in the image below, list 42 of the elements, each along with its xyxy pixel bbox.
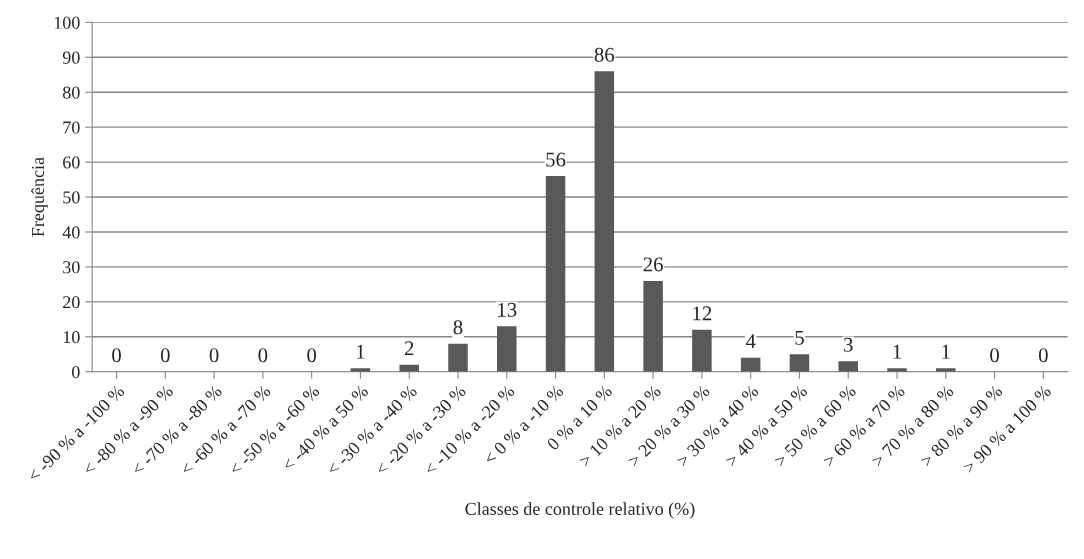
x-axis-title: Classes de controle relativo (%) xyxy=(465,502,695,519)
data-label: 56 xyxy=(546,152,566,167)
y-tick-label: 100 xyxy=(54,16,80,29)
y-tick-label: 80 xyxy=(62,86,80,99)
y-tick-label: 90 xyxy=(62,51,80,64)
data-label: 0 xyxy=(307,348,317,363)
y-tick-label: 40 xyxy=(62,226,80,239)
y-tick-label: 30 xyxy=(63,261,80,274)
bar xyxy=(838,361,858,372)
data-label: 3 xyxy=(844,337,853,352)
data-label: 0 xyxy=(990,348,999,363)
data-label: 0 xyxy=(1038,348,1048,363)
data-label: 8 xyxy=(453,320,463,335)
y-axis-title: Frequência xyxy=(31,157,48,237)
y-tick-label: 60 xyxy=(63,156,80,169)
data-label: 0 xyxy=(112,348,121,363)
bar xyxy=(448,343,468,372)
bar xyxy=(643,280,663,372)
y-tick-label: 20 xyxy=(63,296,80,309)
y-tick-label: 10 xyxy=(63,331,80,344)
bar xyxy=(692,329,712,372)
data-label: 1 xyxy=(942,344,950,359)
y-tick-label: 70 xyxy=(63,121,80,134)
data-label: 26 xyxy=(643,257,663,272)
data-label: 4 xyxy=(745,334,756,349)
bar xyxy=(497,326,517,372)
data-label: 2 xyxy=(404,341,414,356)
bar xyxy=(545,176,566,372)
data-label: 5 xyxy=(795,330,804,345)
data-label: 0 xyxy=(258,348,268,363)
bar xyxy=(594,71,615,372)
y-tick-label: 0 xyxy=(72,365,80,379)
data-label: 0 xyxy=(160,348,170,363)
data-label: 1 xyxy=(357,344,365,359)
data-label: 12 xyxy=(693,306,712,321)
y-tick-label: 50 xyxy=(63,191,80,204)
data-label: 1 xyxy=(893,344,901,359)
data-label: 0 xyxy=(209,348,219,363)
data-label: 13 xyxy=(498,302,517,317)
data-label: 86 xyxy=(594,47,615,62)
bar xyxy=(789,354,810,372)
bar xyxy=(740,357,761,372)
